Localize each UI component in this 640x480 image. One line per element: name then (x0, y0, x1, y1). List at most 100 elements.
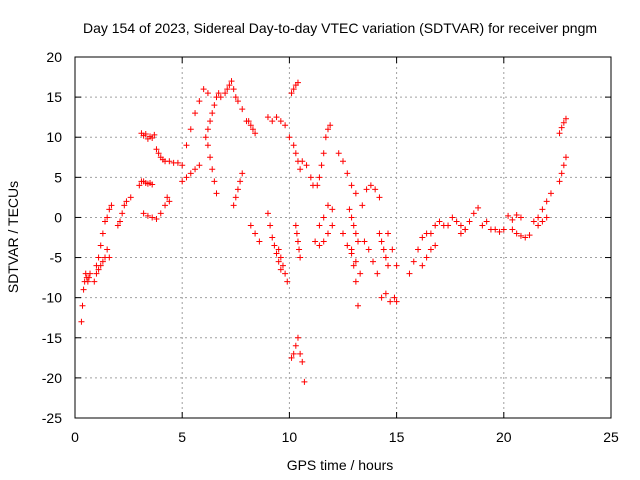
y-tick-label: -5 (50, 250, 63, 266)
data-point (288, 354, 295, 361)
data-point (389, 246, 396, 253)
data-point (517, 232, 524, 239)
data-point (547, 190, 554, 197)
data-point (282, 270, 289, 277)
data-point (316, 222, 323, 229)
data-point (85, 274, 92, 281)
data-point (324, 230, 331, 237)
y-tick-label: 0 (54, 209, 62, 225)
data-point (200, 86, 207, 93)
data-point (513, 230, 520, 237)
data-point (350, 262, 357, 269)
data-point (269, 118, 276, 125)
data-point (543, 198, 550, 205)
data-point (292, 342, 299, 349)
series-arc-26 (314, 122, 334, 189)
data-point (249, 126, 256, 133)
data-point (271, 242, 278, 249)
data-point (164, 194, 171, 201)
data-point (492, 226, 499, 233)
data-point (275, 246, 282, 253)
data-point (301, 378, 308, 385)
series-arc-46 (530, 190, 554, 225)
series-arc-3 (91, 246, 113, 285)
series-arc-28 (316, 202, 336, 229)
data-point (282, 122, 289, 129)
data-point (209, 110, 216, 117)
data-point (277, 118, 284, 125)
x-tick-label: 5 (178, 429, 186, 445)
data-point (151, 131, 158, 138)
data-point (344, 242, 351, 249)
series-arc-20 (247, 222, 263, 245)
data-point (114, 222, 121, 229)
data-point (355, 302, 362, 309)
x-tick-label: 20 (496, 429, 512, 445)
data-point (466, 218, 473, 225)
y-tick-label: -10 (42, 290, 62, 306)
data-point (539, 206, 546, 213)
data-point (513, 212, 520, 219)
data-point (234, 186, 241, 193)
data-point (211, 178, 218, 185)
data-point (228, 78, 235, 85)
data-point (256, 238, 263, 245)
data-point (415, 246, 422, 253)
data-point (290, 142, 297, 149)
data-point (297, 166, 304, 173)
series-arc-10 (179, 86, 211, 169)
x-tick-label: 25 (603, 429, 619, 445)
data-point (155, 150, 162, 157)
data-point (247, 122, 254, 129)
data-point (106, 206, 113, 213)
data-point (363, 186, 370, 193)
series-arc-17 (264, 114, 293, 141)
series-arc-38 (406, 230, 430, 277)
data-point (357, 270, 364, 277)
data-point (226, 82, 233, 89)
data-point (348, 246, 355, 253)
data-point (560, 162, 567, 169)
series-arc-49 (556, 115, 569, 137)
series-arc-40 (427, 218, 447, 237)
series-arc-13 (204, 142, 220, 197)
series-arc-48 (556, 154, 569, 185)
data-point (294, 79, 301, 86)
data-point (432, 222, 439, 229)
data-point (352, 230, 359, 237)
series-arc-27 (312, 222, 336, 249)
data-point (329, 222, 336, 229)
data-point (359, 202, 366, 209)
data-point (269, 234, 276, 241)
data-point (322, 134, 329, 141)
data-point (427, 230, 434, 237)
data-point (380, 246, 387, 253)
data-point (385, 230, 392, 237)
data-point (496, 228, 503, 235)
data-point (367, 182, 374, 189)
series-arc-12 (202, 90, 224, 141)
series-arc-15 (230, 170, 246, 209)
data-point (290, 86, 297, 93)
data-point (211, 102, 218, 109)
y-tick-label: 20 (46, 49, 62, 65)
data-point (393, 298, 400, 305)
data-point (183, 142, 190, 149)
data-point (346, 206, 353, 213)
data-point (174, 159, 181, 166)
series-arc-44 (505, 212, 524, 223)
data-point (166, 158, 173, 165)
x-tick-label: 15 (389, 429, 405, 445)
data-point (535, 222, 542, 229)
series-arc-43 (479, 218, 507, 235)
data-point (293, 230, 300, 237)
data-point (286, 134, 293, 141)
data-point (224, 86, 231, 93)
y-tick-label: 10 (46, 129, 62, 145)
series-arc-19 (275, 246, 291, 285)
data-point (376, 230, 383, 237)
data-point (543, 214, 550, 221)
data-point (157, 210, 164, 217)
data-point (348, 182, 355, 189)
series-arc-9 (140, 194, 173, 223)
